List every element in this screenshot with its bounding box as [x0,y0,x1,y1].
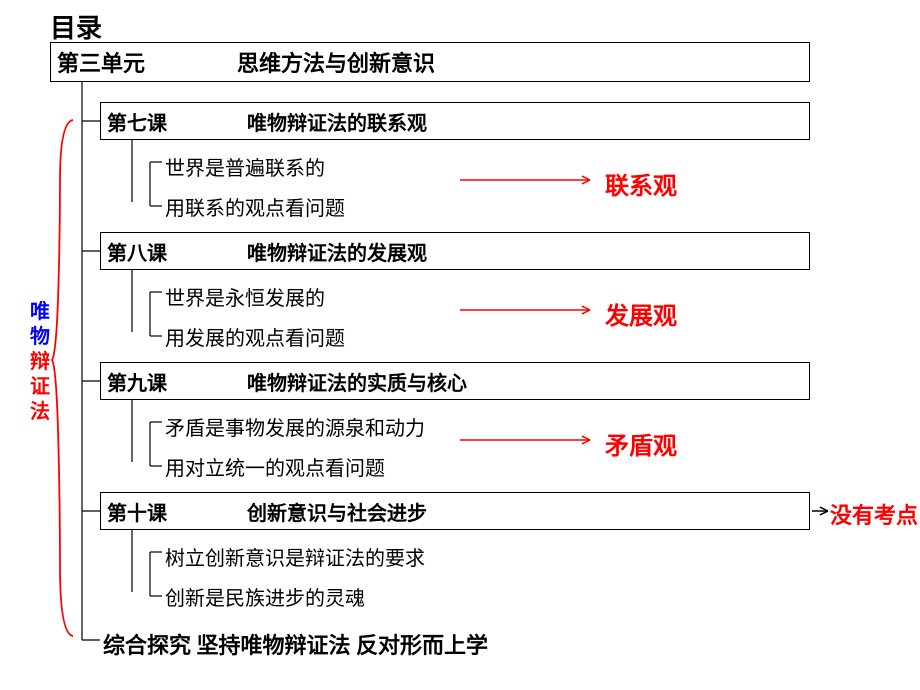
toc-title: 目录 [50,8,102,45]
sub-topic: 世界是普遍联系的 [165,152,325,181]
sub-topic: 创新是民族进步的灵魂 [165,582,365,611]
annotation-label: 矛盾观 [605,426,677,461]
annotation-label: 联系观 [605,166,677,201]
vertical-char: 法 [30,400,50,425]
vertical-char: 辩 [30,350,50,375]
lesson-box: 第七课 唯物辩证法的联系观 [100,102,810,140]
lesson-label: 第八课 [107,237,167,266]
sub-topic: 矛盾是事物发展的源泉和动力 [165,412,425,441]
lesson-box: 第十课 创新意识与社会进步 [100,492,810,530]
bottom-t2: 坚持唯物辩证法 [197,633,351,658]
lesson-title: 唯物辩证法的联系观 [247,107,427,136]
sub-topic: 用联系的观点看问题 [165,192,345,221]
annotation-label: 发展观 [605,296,677,331]
lesson-label: 第十课 [107,497,167,526]
bottom-t3: 反对形而上学 [356,633,488,658]
lesson-title: 唯物辩证法的发展观 [247,237,427,266]
bottom-t1: 综合探究 [103,633,191,658]
sub-topic: 树立创新意识是辩证法的要求 [165,542,425,571]
annotation-label: 没有考点 [830,498,918,530]
unit-title: 思维方法与创新意识 [237,46,435,78]
lesson-box: 第八课 唯物辩证法的发展观 [100,232,810,270]
sub-topic: 用发展的观点看问题 [165,322,345,351]
lesson-box: 第九课 唯物辩证法的实质与核心 [100,362,810,400]
lesson-label: 第九课 [107,367,167,396]
vertical-char: 物 [30,325,50,350]
bottom-summary: 综合探究 坚持唯物辩证法 反对形而上学 [103,628,488,660]
lesson-title: 创新意识与社会进步 [247,497,427,526]
unit-box: 第三单元 思维方法与创新意识 [50,42,810,82]
vertical-char: 证 [30,375,50,400]
sub-topic: 用对立统一的观点看问题 [165,452,385,481]
sub-topic: 世界是永恒发展的 [165,282,325,311]
vertical-char: 唯 [30,300,50,325]
lesson-title: 唯物辩证法的实质与核心 [247,367,467,396]
vertical-label: 唯物辩证法 [30,300,50,425]
unit-label: 第三单元 [57,46,145,78]
lesson-label: 第七课 [107,107,167,136]
